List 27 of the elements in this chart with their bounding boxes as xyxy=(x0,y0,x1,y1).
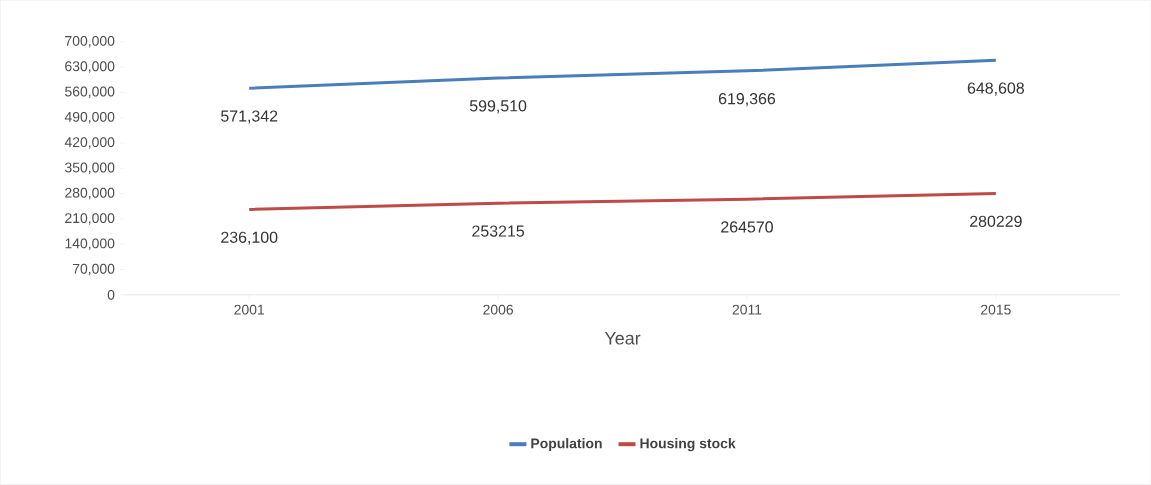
x-tick-label: 2015 xyxy=(981,304,1011,315)
y-tick-label: 0 xyxy=(107,290,115,300)
y-tick-label: 420,000 xyxy=(64,137,115,149)
data-label: 619,366 xyxy=(718,93,776,107)
y-tick-label: 140,000 xyxy=(65,238,115,251)
data-label: 264570 xyxy=(721,221,773,233)
data-label: 599,510 xyxy=(469,100,527,114)
data-label: 280229 xyxy=(970,215,1022,228)
x-axis-title: Year xyxy=(604,332,641,345)
y-tick-label: 350,000 xyxy=(65,162,115,175)
y-tick-label: 280,000 xyxy=(65,187,115,200)
data-label: 571,342 xyxy=(221,110,278,124)
y-tick-label: 630,000 xyxy=(65,61,115,73)
legend-label: Housing stock xyxy=(640,438,736,452)
data-label: 648,608 xyxy=(967,82,1024,96)
y-tick-label: 210,000 xyxy=(65,213,115,225)
line-series xyxy=(247,192,998,212)
data-label: 236,100 xyxy=(221,231,278,245)
data-label: 253215 xyxy=(472,225,525,237)
y-tick-label: 560,000 xyxy=(65,86,115,99)
x-tick-label: 2011 xyxy=(732,304,762,315)
x-tick-label: 2001 xyxy=(234,304,265,315)
y-tick-label: 700,000 xyxy=(65,36,115,48)
x-tick-label: 2006 xyxy=(483,304,513,315)
y-tick-label: 490,000 xyxy=(64,112,115,124)
y-tick-label: 70,000 xyxy=(72,263,115,276)
legend-label: Population xyxy=(531,438,602,452)
